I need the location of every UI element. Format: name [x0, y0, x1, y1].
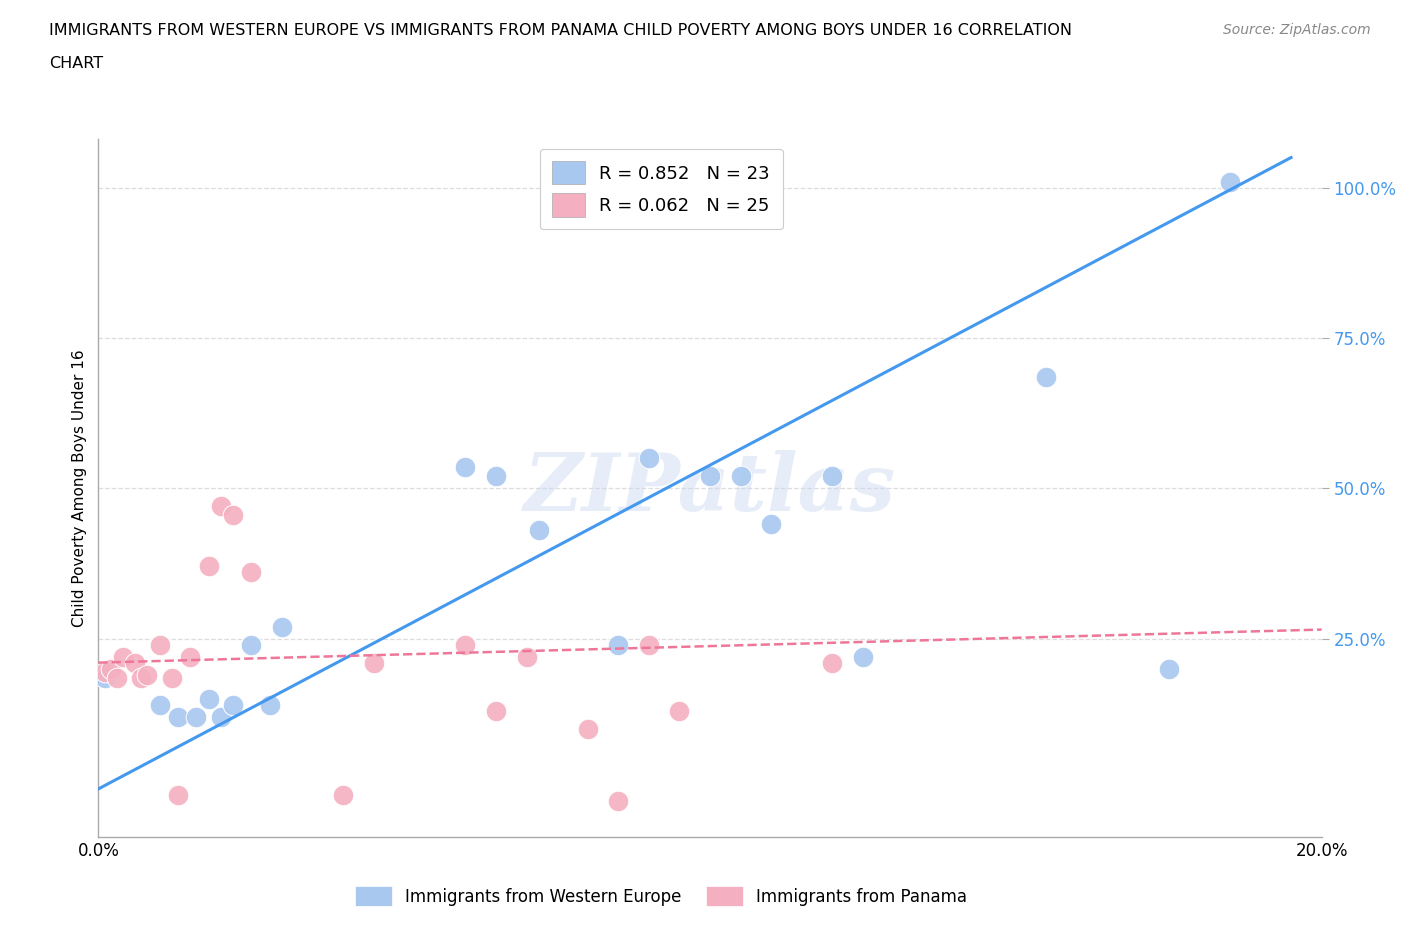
- Point: [852, 649, 875, 664]
- Point: [111, 649, 134, 664]
- Point: [124, 656, 146, 671]
- Point: [821, 469, 844, 484]
- Point: [222, 698, 245, 712]
- Point: [637, 451, 661, 466]
- Point: [179, 649, 201, 664]
- Point: [209, 498, 232, 513]
- Point: [454, 637, 477, 652]
- Point: [1035, 369, 1057, 384]
- Y-axis label: Child Poverty Among Boys Under 16: Child Poverty Among Boys Under 16: [72, 350, 87, 627]
- Point: [607, 637, 630, 652]
- Point: [93, 664, 115, 679]
- Point: [270, 619, 292, 634]
- Point: [136, 667, 159, 682]
- Point: [1157, 661, 1180, 676]
- Point: [485, 469, 508, 484]
- Point: [259, 698, 281, 712]
- Point: [129, 671, 152, 685]
- Point: [197, 559, 219, 574]
- Point: [186, 710, 208, 724]
- Point: [668, 703, 690, 718]
- Point: [637, 637, 661, 652]
- Point: [167, 788, 190, 803]
- Point: [160, 671, 183, 685]
- Point: [222, 508, 245, 523]
- Point: [149, 637, 172, 652]
- Point: [485, 703, 508, 718]
- Point: [209, 710, 232, 724]
- Point: [240, 637, 263, 652]
- Point: [516, 649, 538, 664]
- Point: [699, 469, 721, 484]
- Point: [1219, 174, 1241, 189]
- Point: [527, 523, 550, 538]
- Text: ZIPatlas: ZIPatlas: [524, 449, 896, 527]
- Point: [332, 788, 354, 803]
- Point: [149, 698, 172, 712]
- Point: [167, 710, 190, 724]
- Point: [759, 517, 782, 532]
- Point: [363, 656, 385, 671]
- Text: Source: ZipAtlas.com: Source: ZipAtlas.com: [1223, 23, 1371, 37]
- Point: [607, 793, 630, 808]
- Point: [821, 656, 844, 671]
- Point: [93, 671, 115, 685]
- Point: [100, 661, 122, 676]
- Point: [197, 691, 219, 706]
- Point: [576, 722, 599, 737]
- Text: IMMIGRANTS FROM WESTERN EUROPE VS IMMIGRANTS FROM PANAMA CHILD POVERTY AMONG BOY: IMMIGRANTS FROM WESTERN EUROPE VS IMMIGR…: [49, 23, 1073, 38]
- Point: [105, 671, 128, 685]
- Point: [730, 469, 752, 484]
- Text: CHART: CHART: [49, 56, 103, 71]
- Point: [454, 459, 477, 474]
- Legend: Immigrants from Western Europe, Immigrants from Panama: Immigrants from Western Europe, Immigran…: [349, 880, 974, 912]
- Point: [240, 565, 263, 580]
